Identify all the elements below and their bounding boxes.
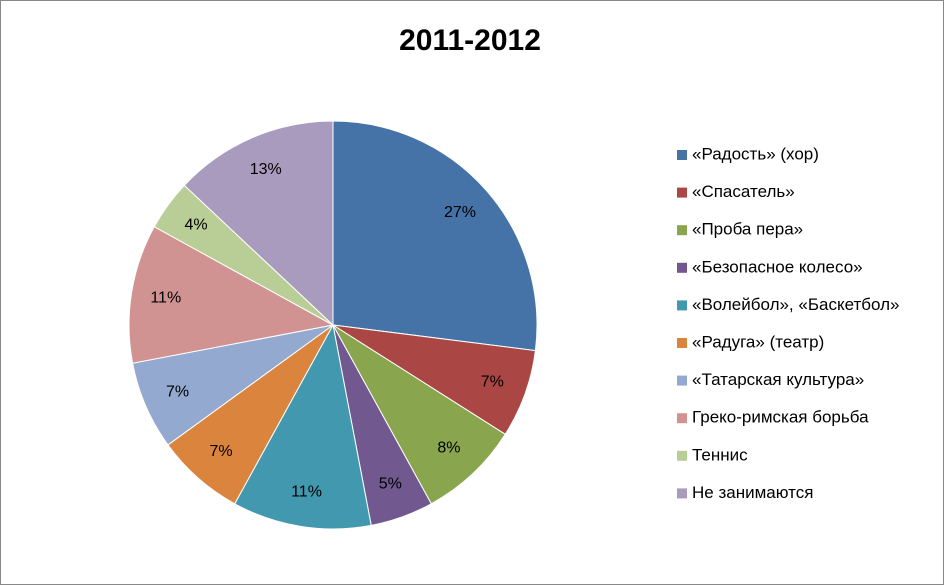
pie-slice xyxy=(332,324,506,505)
legend-label: «Татарская культура» xyxy=(692,370,864,389)
legend-label: «Безопасное колесо» xyxy=(692,257,863,276)
data-label: 11% xyxy=(291,483,322,500)
pie-slice xyxy=(183,120,334,327)
legend-label: Не занимаются xyxy=(692,483,813,502)
data-label: 5% xyxy=(379,476,402,493)
legend-swatch xyxy=(677,488,687,499)
pie-slice xyxy=(234,323,372,530)
data-label: 7% xyxy=(481,374,504,391)
legend-label: «Проба пера» xyxy=(692,220,803,239)
data-label: 11% xyxy=(150,290,181,307)
legend-label: Греко-римская борьба xyxy=(692,408,869,427)
data-label: 4% xyxy=(184,217,207,234)
legend-label: Теннис xyxy=(692,445,748,464)
legend-swatch xyxy=(677,375,687,386)
data-label: 7% xyxy=(166,383,189,400)
chart-title: 2011-2012 xyxy=(399,24,541,57)
legend-swatch xyxy=(677,150,687,160)
data-label: 8% xyxy=(437,440,460,457)
legend-swatch xyxy=(677,262,687,273)
legend-label: «Радость» (хор) xyxy=(692,144,819,163)
data-label: 7% xyxy=(209,443,232,460)
legend-swatch xyxy=(677,225,687,236)
legend-swatch xyxy=(677,300,687,311)
data-label: 27% xyxy=(444,204,476,221)
legend-swatch xyxy=(677,413,687,424)
legend-label: «Радуга» (театр) xyxy=(692,332,824,351)
legend-label: «Спасатель» xyxy=(692,182,795,201)
legend-label: «Волейбол», «Баскетбол» xyxy=(692,295,899,314)
legend-swatch xyxy=(677,450,687,461)
legend-swatch xyxy=(677,338,687,348)
legend-swatch xyxy=(677,187,687,198)
pie-slice xyxy=(128,226,335,364)
data-label: 13% xyxy=(250,161,282,178)
pie-slice xyxy=(332,120,538,352)
